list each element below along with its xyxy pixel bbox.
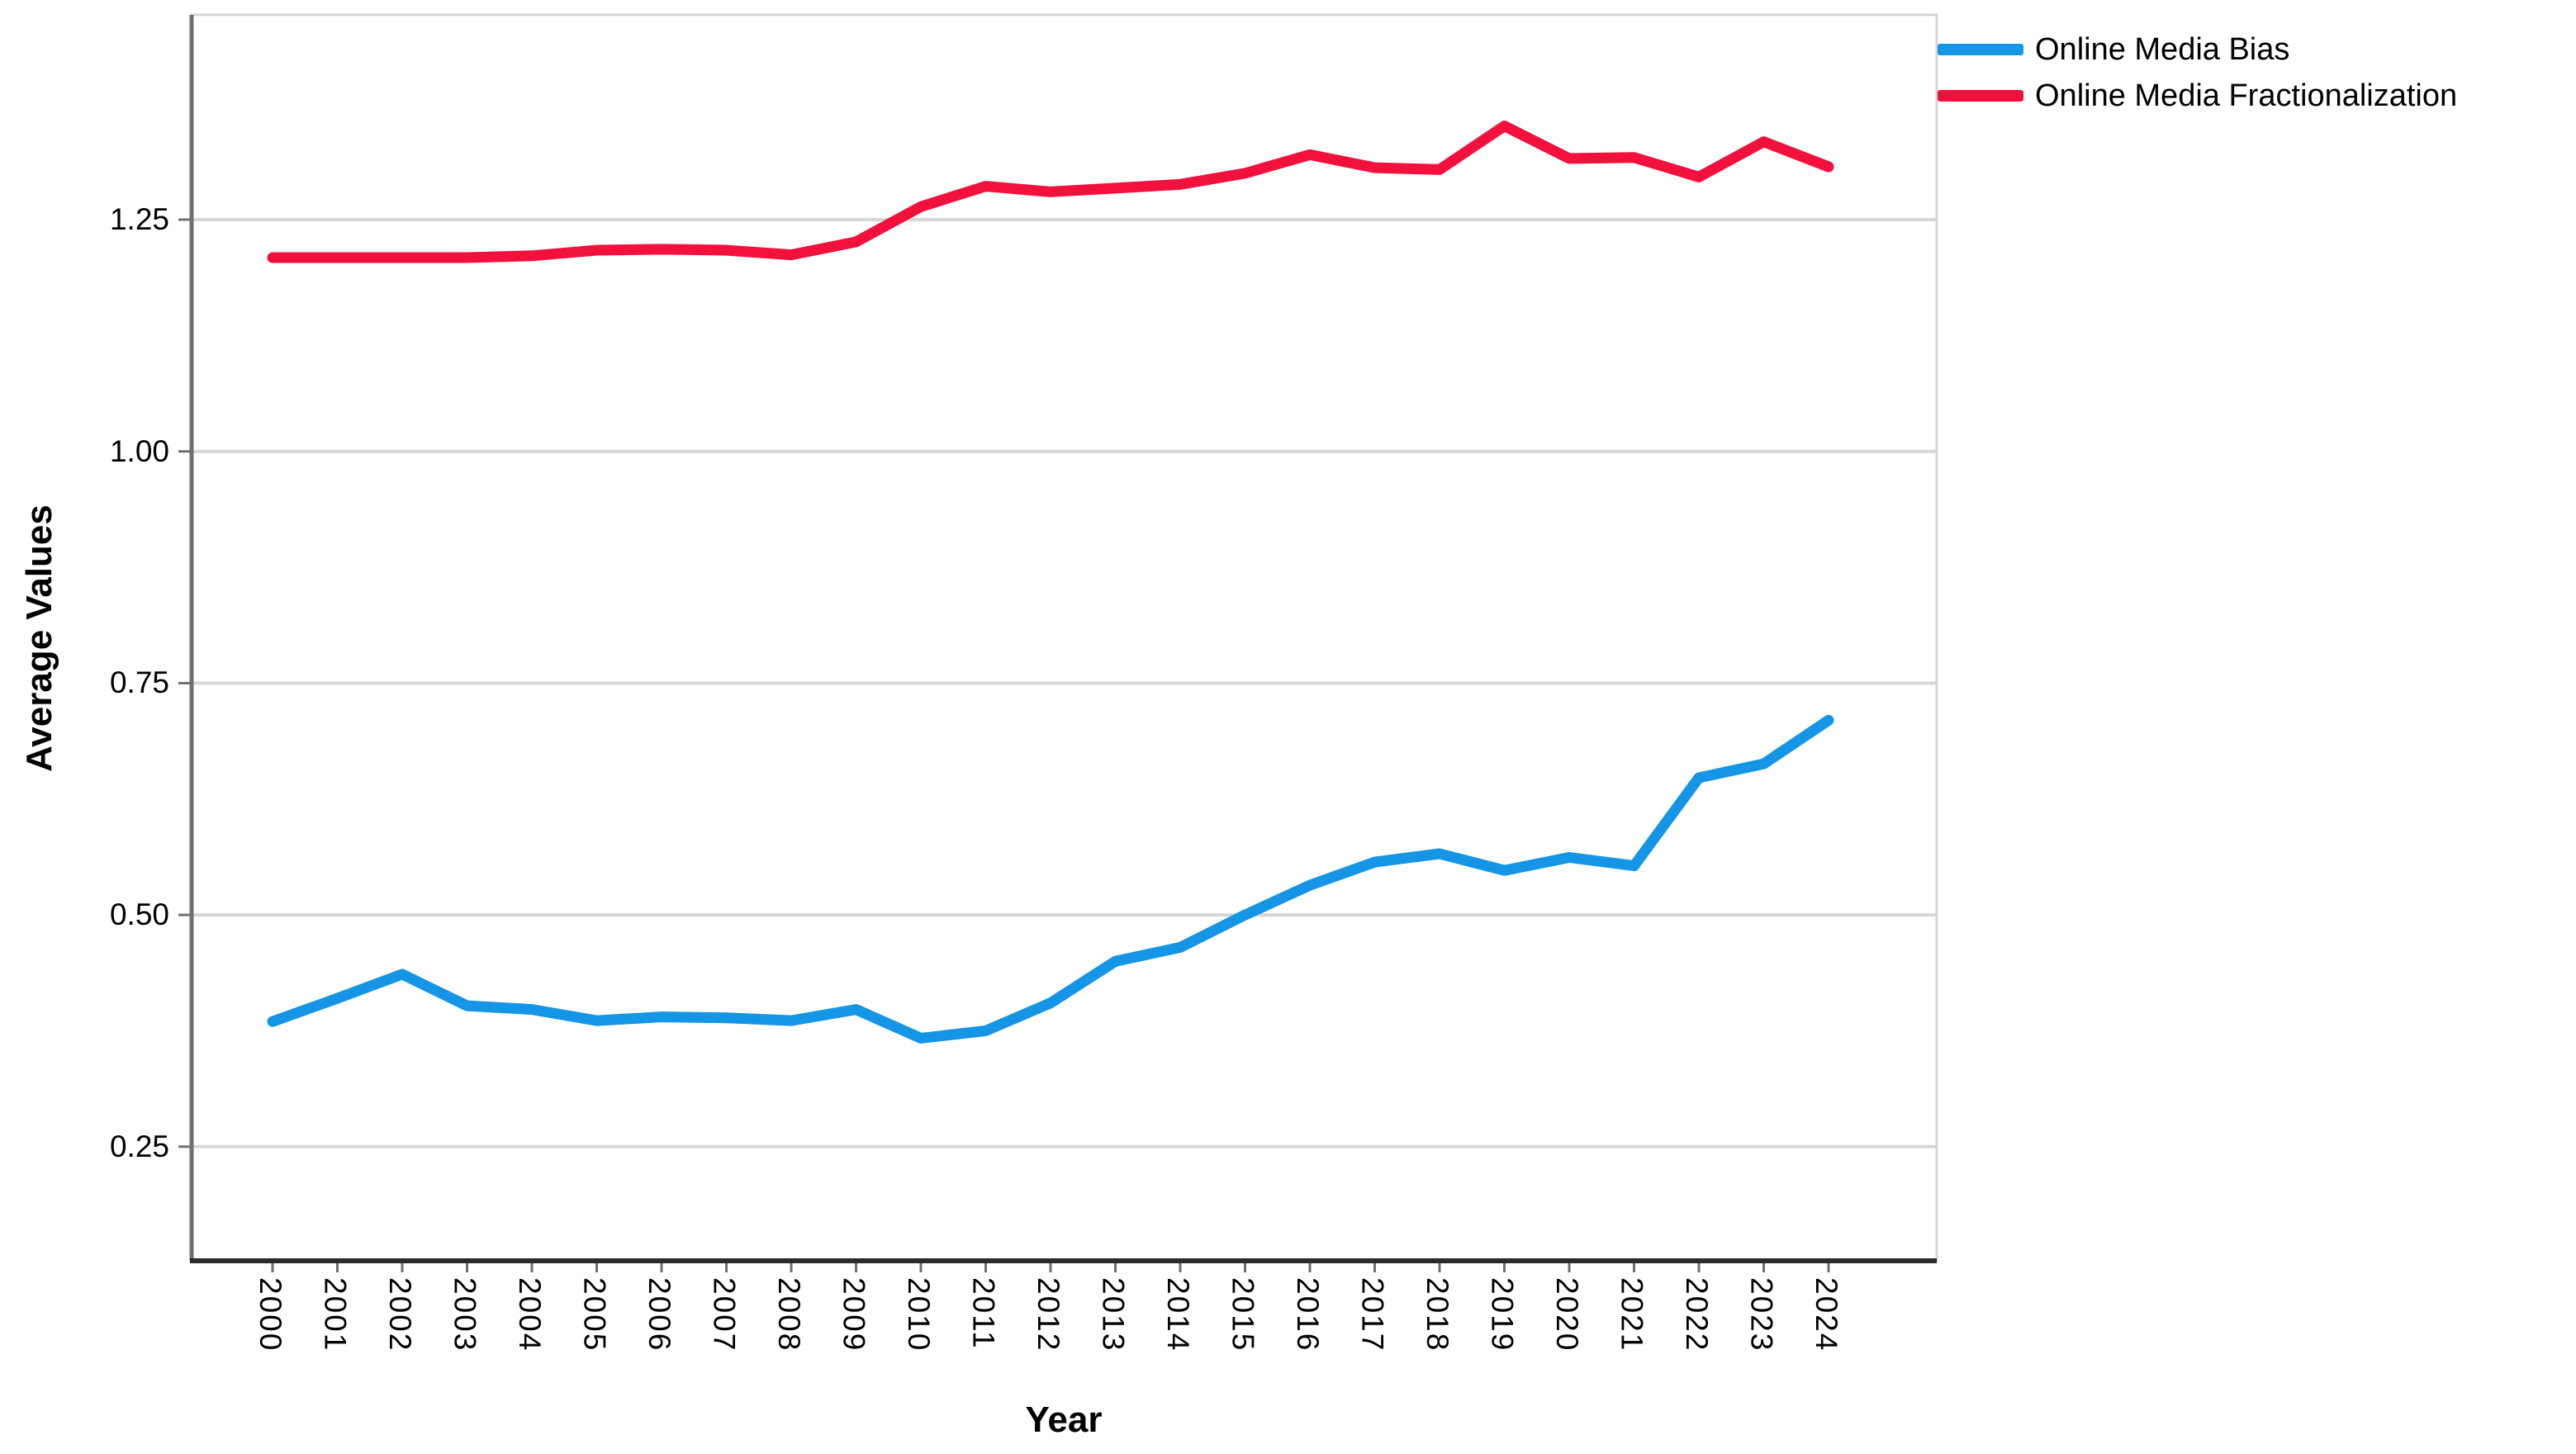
legend-row-online-media-bias: Online Media Bias [1938, 26, 2457, 73]
x-tick-label-year: 2023 [1744, 1277, 1779, 1352]
legend-label-online-media-fractionalization: Online Media Fractionalization [2035, 78, 2458, 113]
legend-swatch-blue-line-icon [1938, 44, 2023, 55]
x-tick-label-year: 2008 [772, 1277, 806, 1352]
x-tick-label-year: 2021 [1615, 1277, 1649, 1352]
x-tick-label-year: 2014 [1161, 1277, 1195, 1352]
y-tick-label: 0.25 [109, 1129, 169, 1163]
x-tick-label-year: 2001 [318, 1277, 353, 1352]
legend-row-online-media-fractionalization: Online Media Fractionalization [1938, 73, 2457, 119]
series-line-online-media-bias [267, 714, 1834, 1044]
x-tick-label-year: 2006 [643, 1277, 676, 1352]
x-tick-label-year: 2003 [448, 1277, 482, 1352]
legend: Online Media Bias Online Media Fractiona… [1938, 26, 2457, 119]
legend-label-online-media-bias: Online Media Bias [2035, 31, 2290, 67]
y-axis-title: Average Values [19, 504, 59, 772]
x-tick-label-year: 2010 [902, 1277, 936, 1352]
x-tick-label-year: 2007 [707, 1277, 742, 1352]
gridlines-group [190, 13, 1938, 1262]
x-tick-label-year: 2020 [1550, 1277, 1584, 1352]
x-tick-label-year: 2016 [1291, 1277, 1325, 1352]
x-tick-label-year: 2022 [1680, 1277, 1714, 1352]
y-tick-label: 1.25 [109, 202, 169, 236]
x-tick-label-year: 2017 [1355, 1277, 1390, 1352]
x-tick-label-year: 2019 [1485, 1277, 1520, 1352]
y-tick-label: 0.50 [109, 898, 169, 932]
x-tick-label-year: 2013 [1096, 1277, 1131, 1352]
x-tick-label-year: 2015 [1226, 1277, 1260, 1352]
data-series-group [267, 121, 1834, 1044]
x-tick-label-year: 2002 [383, 1277, 417, 1352]
x-tick-label-year: 2004 [513, 1277, 547, 1352]
x-tick-label-year: 2005 [577, 1277, 612, 1352]
plot-frame [190, 13, 1938, 1262]
series-line-online-media-fractionalization [267, 121, 1834, 263]
x-tick-label-year: 2024 [1810, 1277, 1843, 1352]
x-tick-label-year: 2009 [837, 1277, 871, 1352]
axes-group [178, 15, 1937, 1272]
x-tick-label-year: 2012 [1032, 1277, 1065, 1352]
y-tick-label: 1.00 [109, 433, 169, 468]
y-tick-label: 0.75 [109, 665, 169, 700]
x-tick-label-year: 2000 [254, 1277, 287, 1352]
legend-swatch-red-line-icon [1938, 90, 2023, 102]
x-axis-title: Year [1025, 1400, 1103, 1440]
x-tick-label-year: 2018 [1421, 1277, 1454, 1352]
x-tick-label-year: 2011 [966, 1277, 1001, 1350]
